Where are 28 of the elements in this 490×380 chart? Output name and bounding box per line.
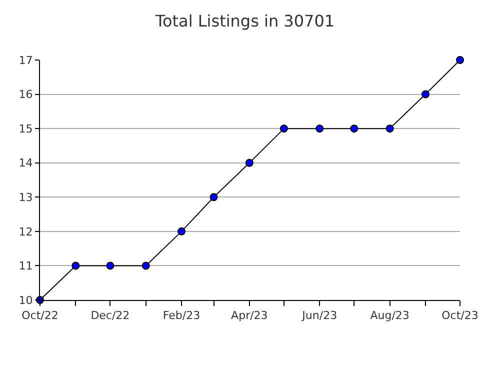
point [178, 227, 186, 236]
y-tick-label: 14 [18, 156, 33, 170]
y-tick-label: 16 [18, 88, 33, 102]
point [316, 124, 324, 133]
x-tick-label: Oct/22 [22, 309, 58, 322]
point [106, 262, 114, 270]
y-tick-label: 15 [18, 122, 33, 136]
point [142, 262, 150, 270]
chart-title: Total Listings in 30701 [154, 11, 335, 30]
x-tick-label: Oct/23 [442, 309, 478, 322]
point [72, 262, 80, 270]
point [456, 56, 464, 64]
x-tick-label: Apr/23 [231, 309, 268, 322]
point [280, 124, 288, 133]
x-tick-label: Feb/23 [162, 309, 200, 322]
y-tick-label: 12 [18, 225, 33, 238]
point [386, 124, 394, 133]
y-tick-label: 11 [18, 260, 33, 273]
x-tick-label: Aug/23 [370, 309, 410, 322]
point [245, 158, 254, 167]
y-tick-label: 13 [18, 190, 33, 204]
point [210, 193, 218, 202]
point [421, 90, 430, 98]
x-tick-label: Jun/23 [301, 309, 338, 322]
y-tick-label: 17 [18, 54, 33, 67]
x-tick-label: Dec/22 [90, 309, 130, 322]
point [350, 124, 358, 133]
y-tick-label: 10 [18, 294, 33, 307]
